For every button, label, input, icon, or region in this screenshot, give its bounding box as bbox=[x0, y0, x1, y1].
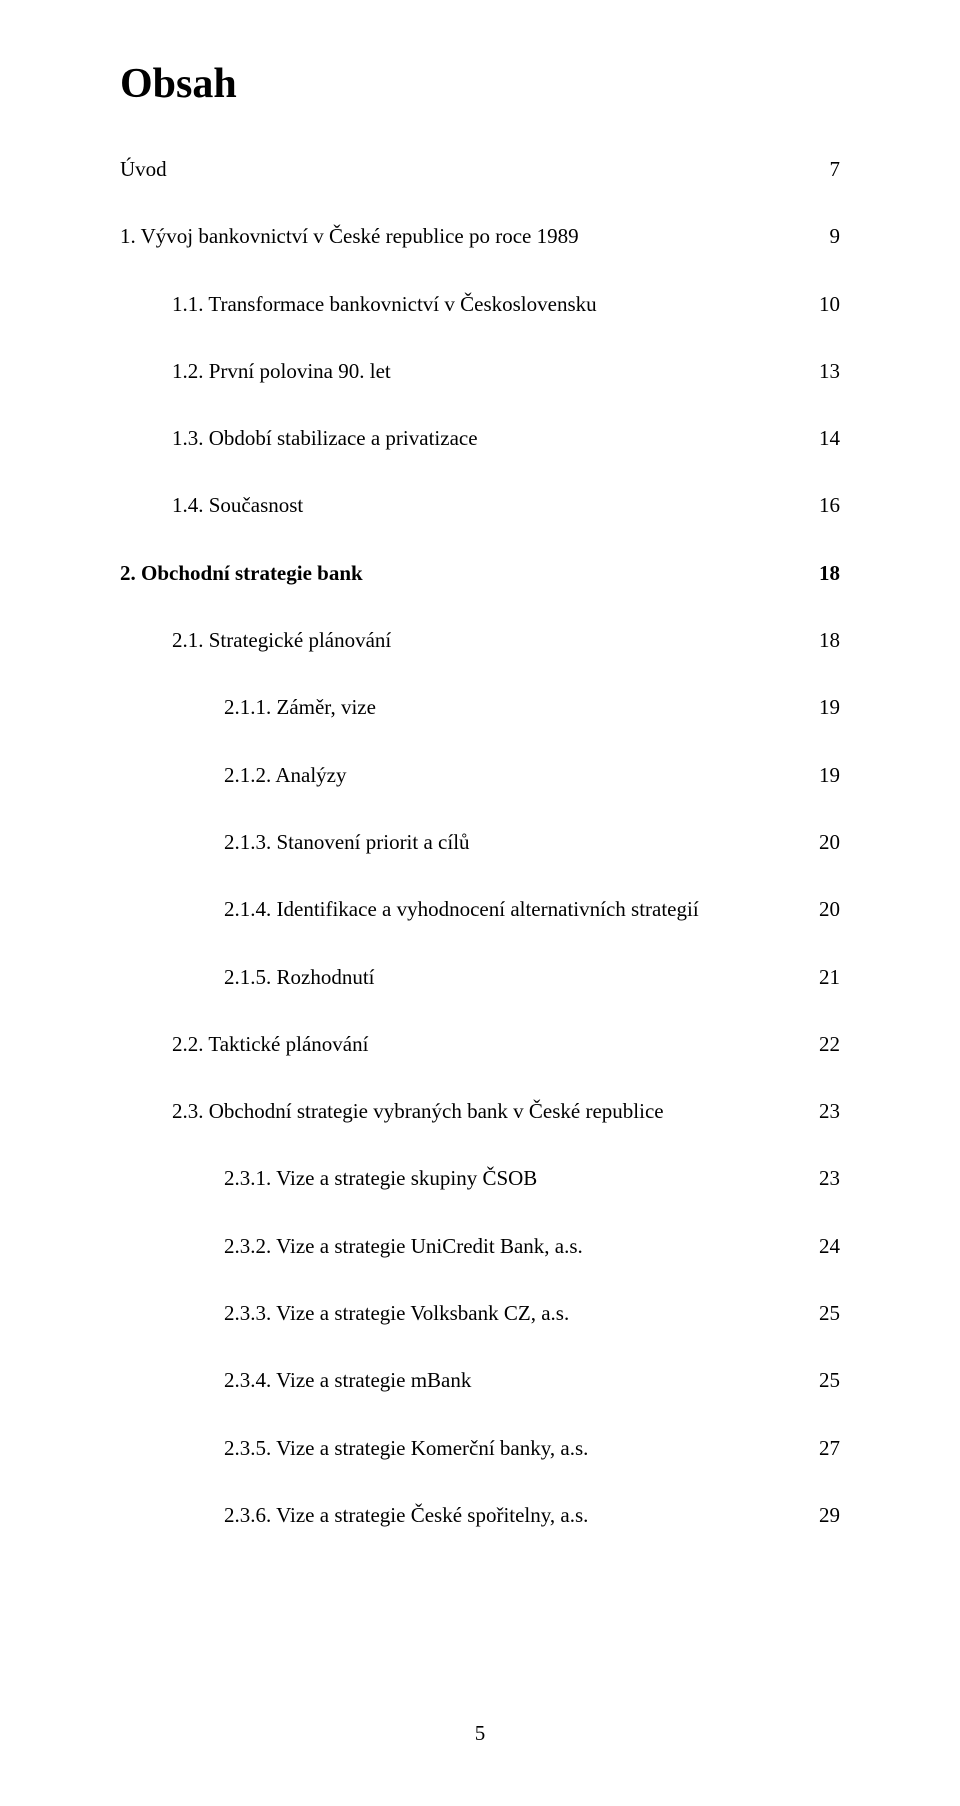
toc-entry: 2.1.5. Rozhodnutí21 bbox=[120, 964, 840, 991]
toc-entry-page: 18 bbox=[800, 627, 840, 654]
toc-entry-label: 2.3. Obchodní strategie vybraných bank v… bbox=[172, 1098, 800, 1125]
toc-entry-label: 2.1. Strategické plánování bbox=[172, 627, 800, 654]
page-number: 5 bbox=[0, 1721, 960, 1746]
toc-entry-page: 13 bbox=[800, 358, 840, 385]
toc-entry-page: 10 bbox=[800, 291, 840, 318]
toc-entry: 2.3.5. Vize a strategie Komerční banky, … bbox=[120, 1435, 840, 1462]
toc-entry-label: 2. Obchodní strategie bank bbox=[120, 560, 800, 587]
toc-entry-page: 20 bbox=[800, 829, 840, 856]
toc-entry-page: 29 bbox=[800, 1502, 840, 1529]
toc-entry-page: 21 bbox=[800, 964, 840, 991]
toc-entry-page: 25 bbox=[800, 1300, 840, 1327]
toc-entry: 2.3.3. Vize a strategie Volksbank CZ, a.… bbox=[120, 1300, 840, 1327]
toc-entry: 2.1.2. Analýzy19 bbox=[120, 762, 840, 789]
toc-entry: 1. Vývoj bankovnictví v České republice … bbox=[120, 223, 840, 250]
toc-entry-label: 2.3.5. Vize a strategie Komerční banky, … bbox=[224, 1435, 800, 1462]
toc-entry-page: 7 bbox=[800, 156, 840, 183]
toc-entry-page: 18 bbox=[800, 560, 840, 587]
toc-entry-label: 1.4. Současnost bbox=[172, 492, 800, 519]
toc-entry-label: 2.3.4. Vize a strategie mBank bbox=[224, 1367, 800, 1394]
toc-entry: 2. Obchodní strategie bank18 bbox=[120, 560, 840, 587]
table-of-contents: Úvod7 1. Vývoj bankovnictví v České repub… bbox=[120, 156, 840, 1529]
toc-entry-label: Úvod bbox=[120, 156, 800, 183]
toc-entry-label: 2.1.1. Záměr, vize bbox=[224, 694, 800, 721]
toc-entry-label: 2.2. Taktické plánování bbox=[172, 1031, 800, 1058]
toc-entry-page: 27 bbox=[800, 1435, 840, 1462]
toc-entry-page: 19 bbox=[800, 762, 840, 789]
toc-entry-page: 20 bbox=[800, 896, 840, 923]
toc-entry-page: 23 bbox=[800, 1098, 840, 1125]
toc-entry: 1.1. Transformace bankovnictví v Českosl… bbox=[120, 291, 840, 318]
toc-entry: 2.3.6. Vize a strategie České spořitelny… bbox=[120, 1502, 840, 1529]
toc-entry-page: 14 bbox=[800, 425, 840, 452]
toc-entry: 2.1.4. Identifikace a vyhodnocení altern… bbox=[120, 896, 840, 923]
toc-entry: 2.3.1. Vize a strategie skupiny ČSOB23 bbox=[120, 1165, 840, 1192]
toc-entry-label: 2.3.3. Vize a strategie Volksbank CZ, a.… bbox=[224, 1300, 800, 1327]
toc-entry: 2.2. Taktické plánování22 bbox=[120, 1031, 840, 1058]
page-title: Obsah bbox=[120, 60, 840, 108]
toc-entry-page: 9 bbox=[800, 223, 840, 250]
toc-entry-page: 25 bbox=[800, 1367, 840, 1394]
toc-entry-label: 2.1.2. Analýzy bbox=[224, 762, 800, 789]
toc-entry-page: 22 bbox=[800, 1031, 840, 1058]
toc-entry-label: 1.3. Období stabilizace a privatizace bbox=[172, 425, 800, 452]
toc-entry: Úvod7 bbox=[120, 156, 840, 183]
toc-entry: 2.1. Strategické plánování18 bbox=[120, 627, 840, 654]
toc-entry-label: 2.1.4. Identifikace a vyhodnocení altern… bbox=[224, 896, 800, 923]
toc-entry-page: 16 bbox=[800, 492, 840, 519]
toc-entry: 2.3.4. Vize a strategie mBank25 bbox=[120, 1367, 840, 1394]
toc-entry-page: 23 bbox=[800, 1165, 840, 1192]
toc-entry-label: 2.1.5. Rozhodnutí bbox=[224, 964, 800, 991]
toc-entry-label: 2.1.3. Stanovení priorit a cílů bbox=[224, 829, 800, 856]
toc-entry-page: 24 bbox=[800, 1233, 840, 1260]
toc-entry: 2.1.3. Stanovení priorit a cílů20 bbox=[120, 829, 840, 856]
toc-entry-label: 2.3.1. Vize a strategie skupiny ČSOB bbox=[224, 1165, 800, 1192]
toc-entry-label: 2.3.2. Vize a strategie UniCredit Bank, … bbox=[224, 1233, 800, 1260]
toc-entry: 2.3.2. Vize a strategie UniCredit Bank, … bbox=[120, 1233, 840, 1260]
toc-entry: 2.1.1. Záměr, vize19 bbox=[120, 694, 840, 721]
document-page: Obsah Úvod7 1. Vývoj bankovnictví v České… bbox=[0, 0, 960, 1806]
toc-entry: 1.3. Období stabilizace a privatizace14 bbox=[120, 425, 840, 452]
toc-entry-label: 1.2. První polovina 90. let bbox=[172, 358, 800, 385]
toc-entry-label: 1.1. Transformace bankovnictví v Českosl… bbox=[172, 291, 800, 318]
toc-entry: 1.2. První polovina 90. let13 bbox=[120, 358, 840, 385]
toc-entry: 2.3. Obchodní strategie vybraných bank v… bbox=[120, 1098, 840, 1125]
toc-entry-label: 2.3.6. Vize a strategie České spořitelny… bbox=[224, 1502, 800, 1529]
toc-entry-page: 19 bbox=[800, 694, 840, 721]
toc-entry-label: 1. Vývoj bankovnictví v České republice … bbox=[120, 223, 800, 250]
toc-entry: 1.4. Současnost16 bbox=[120, 492, 840, 519]
